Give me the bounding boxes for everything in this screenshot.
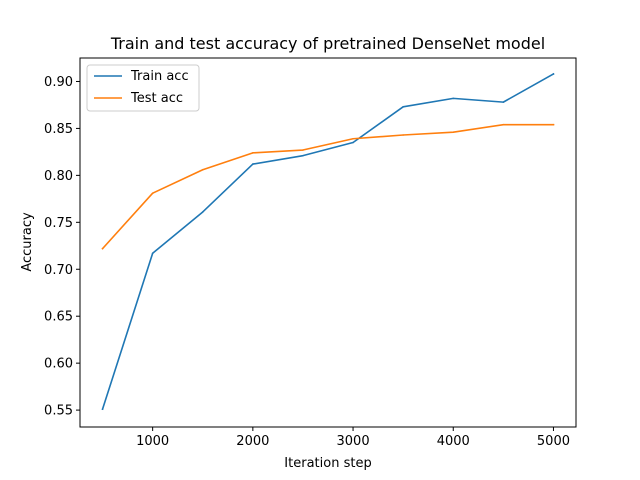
data-point-test-acc	[552, 123, 555, 126]
data-point-test-acc	[452, 131, 455, 133]
data-point-train-acc	[252, 163, 254, 165]
plot-lines	[101, 72, 555, 411]
y-tick-label: 0.85	[44, 122, 73, 137]
y-tick-label: 0.80	[44, 169, 73, 184]
data-point-train-acc	[302, 154, 304, 157]
x-tick-label: 2000	[236, 434, 269, 449]
data-point-train-acc	[151, 252, 154, 255]
data-point-train-acc	[402, 106, 404, 108]
series-line-train-acc	[101, 72, 555, 411]
x-tick-label: 4000	[437, 434, 470, 449]
x-axis-ticks: 1000 2000 3000 4000 5000	[136, 427, 570, 449]
data-point-train-acc	[452, 97, 455, 100]
y-tick-label: 0.75	[44, 216, 73, 231]
y-tick-label: 0.65	[44, 310, 73, 325]
chart-title: Train and test accuracy of pretrained De…	[110, 34, 545, 53]
data-point-test-acc	[402, 134, 404, 136]
legend: Train acc Test acc	[86, 64, 200, 112]
data-point-test-acc	[151, 192, 154, 195]
data-point-train-acc	[352, 141, 354, 144]
y-tick-label: 0.70	[44, 263, 73, 278]
y-axis-ticks: 0.55 0.60 0.65 0.70 0.75 0.80 0.85 0.90	[44, 75, 80, 419]
data-point-test-acc	[302, 149, 304, 151]
series-line-test-acc	[101, 123, 555, 250]
legend-label-test-acc: Test acc	[130, 91, 183, 106]
data-point-test-acc	[502, 123, 505, 126]
data-point-train-acc	[552, 73, 555, 75]
y-tick-label: 0.55	[44, 404, 73, 419]
x-tick-label: 3000	[337, 434, 370, 449]
x-tick-label: 5000	[537, 434, 570, 449]
data-point-train-acc	[502, 101, 505, 103]
data-point-test-acc	[252, 152, 254, 154]
y-tick-label: 0.60	[44, 357, 73, 372]
data-point-test-acc	[201, 168, 204, 171]
data-point-train-acc	[201, 211, 204, 213]
data-point-test-acc	[101, 247, 104, 250]
data-point-train-acc	[101, 408, 104, 410]
x-axis-label: Iteration step	[284, 456, 371, 471]
y-tick-label: 0.90	[44, 75, 73, 90]
y-axis-label: Accuracy	[20, 212, 35, 272]
legend-label-train-acc: Train acc	[130, 69, 189, 84]
x-tick-label: 1000	[136, 434, 169, 449]
data-point-test-acc	[352, 137, 354, 140]
plot-frame	[79, 57, 577, 428]
